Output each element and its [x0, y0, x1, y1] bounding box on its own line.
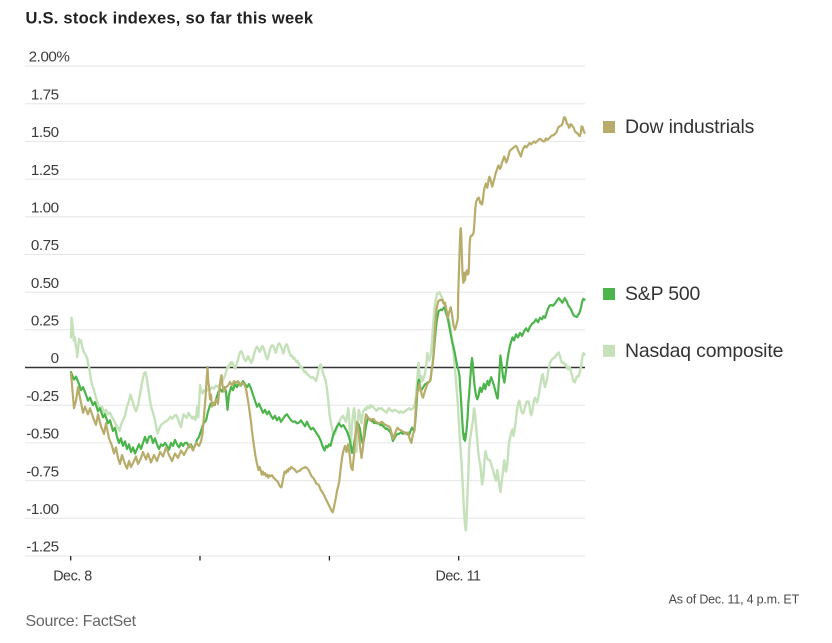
svg-text:0.75: 0.75 [31, 237, 59, 254]
svg-text:1.25: 1.25 [31, 162, 59, 179]
svg-text:S&P 500: S&P 500 [625, 283, 701, 305]
svg-text:1.75: 1.75 [31, 86, 59, 103]
svg-text:-0.75: -0.75 [26, 463, 58, 480]
svg-text:Nasdaq composite: Nasdaq composite [625, 340, 783, 362]
svg-text:0.25: 0.25 [31, 313, 59, 330]
svg-text:Dec. 11: Dec. 11 [435, 569, 481, 585]
svg-text:Dec. 8: Dec. 8 [53, 569, 92, 585]
svg-text:Source: FactSet: Source: FactSet [26, 613, 137, 630]
svg-text:-1.00: -1.00 [26, 501, 58, 518]
svg-text:-1.25: -1.25 [26, 539, 58, 556]
svg-text:As of Dec. 11, 4 p.m. ET: As of Dec. 11, 4 p.m. ET [669, 593, 800, 607]
svg-text:-0.50: -0.50 [26, 426, 58, 443]
svg-text:U.S. stock indexes, so far thi: U.S. stock indexes, so far this week [26, 10, 314, 28]
svg-text:1.00: 1.00 [31, 200, 59, 217]
svg-text:Dow industrials: Dow industrials [625, 116, 754, 138]
svg-text:0.50: 0.50 [31, 275, 59, 292]
svg-text:0: 0 [51, 350, 59, 367]
svg-text:1.50: 1.50 [31, 124, 59, 141]
svg-text:-0.25: -0.25 [26, 388, 58, 405]
svg-text:2.00%: 2.00% [29, 49, 70, 66]
